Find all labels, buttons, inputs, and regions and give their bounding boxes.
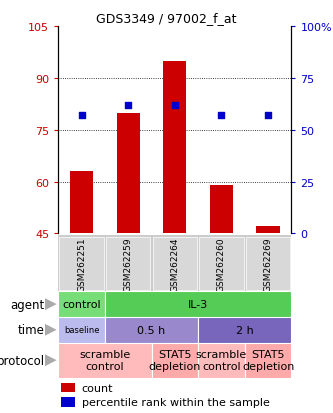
Text: GDS3349 / 97002_f_at: GDS3349 / 97002_f_at xyxy=(96,12,237,25)
Bar xyxy=(58,292,105,317)
Point xyxy=(126,102,131,109)
Text: GSM262269: GSM262269 xyxy=(263,237,273,291)
Text: baseline: baseline xyxy=(64,325,99,335)
Text: count: count xyxy=(82,383,113,393)
Bar xyxy=(117,113,140,234)
Bar xyxy=(70,172,93,234)
Text: scramble
control: scramble control xyxy=(79,349,131,371)
Point xyxy=(79,113,84,119)
Bar xyxy=(210,185,233,234)
Bar xyxy=(163,62,186,234)
Bar xyxy=(153,237,197,290)
Bar xyxy=(256,227,280,234)
Bar xyxy=(152,343,198,378)
Text: protocol: protocol xyxy=(0,354,45,367)
Bar xyxy=(198,317,291,343)
Text: GSM262251: GSM262251 xyxy=(77,237,86,291)
Polygon shape xyxy=(45,324,57,336)
Text: agent: agent xyxy=(11,298,45,311)
Polygon shape xyxy=(45,354,57,366)
Bar xyxy=(58,317,105,343)
Bar xyxy=(245,343,291,378)
Bar xyxy=(198,343,245,378)
Point xyxy=(172,102,177,109)
Text: STAT5
depletion: STAT5 depletion xyxy=(242,349,294,371)
Text: GSM262260: GSM262260 xyxy=(217,237,226,291)
Text: time: time xyxy=(18,323,45,337)
Text: percentile rank within the sample: percentile rank within the sample xyxy=(82,398,269,408)
Text: STAT5
depletion: STAT5 depletion xyxy=(149,349,201,371)
Text: GSM262259: GSM262259 xyxy=(124,237,133,291)
Point xyxy=(219,113,224,119)
Text: control: control xyxy=(62,299,101,309)
Bar xyxy=(105,317,198,343)
Bar xyxy=(61,383,75,392)
Text: 0.5 h: 0.5 h xyxy=(138,325,166,335)
Text: scramble
control: scramble control xyxy=(196,349,247,371)
Text: GSM262264: GSM262264 xyxy=(170,237,179,291)
Bar xyxy=(58,343,152,378)
Bar xyxy=(246,237,290,290)
Bar xyxy=(106,237,150,290)
Text: IL-3: IL-3 xyxy=(188,299,208,309)
Bar xyxy=(199,237,244,290)
Point xyxy=(265,113,271,119)
Bar xyxy=(61,397,75,406)
Bar xyxy=(105,292,291,317)
Text: 2 h: 2 h xyxy=(236,325,254,335)
Bar xyxy=(59,237,104,290)
Polygon shape xyxy=(45,299,57,310)
